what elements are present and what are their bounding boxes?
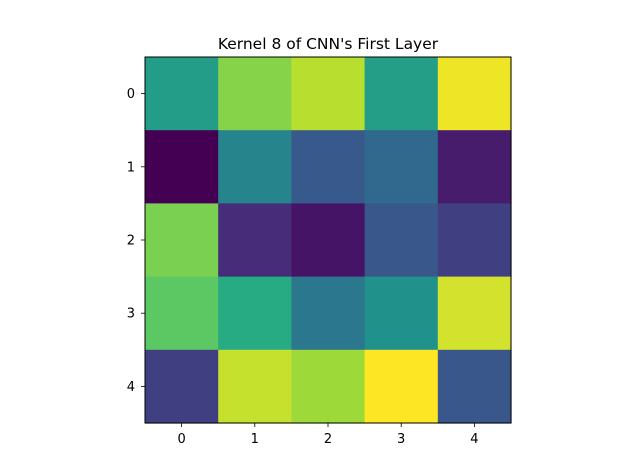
heatmap-cell-r2-c4 <box>437 203 512 278</box>
x-tick-label-2: 2 <box>324 432 332 447</box>
x-tick-label-0: 0 <box>177 432 185 447</box>
y-tick-label-4: 4 <box>127 380 135 395</box>
heatmap-cell-r0-c0 <box>145 57 219 131</box>
heatmap-cell-r3-c0 <box>145 276 219 351</box>
x-axis: 0 1 2 3 4 <box>177 423 479 447</box>
heatmap-cell-r1-c4 <box>437 130 512 204</box>
heatmap-cell-r3-c3 <box>364 276 439 351</box>
heatmap-cell-r1-c2 <box>291 130 366 204</box>
heatmap-cell-r0-c1 <box>218 57 292 131</box>
x-tick-label-3: 3 <box>397 432 405 447</box>
heatmap-cell-r2-c2 <box>291 203 366 278</box>
y-axis: 0 1 2 3 4 <box>127 87 145 395</box>
heatmap-cell-r4-c0 <box>145 349 219 424</box>
heatmap-cell-r4-c3 <box>364 349 439 424</box>
heatmap-cell-r0-c4 <box>437 57 512 131</box>
heatmap-cell-r2-c3 <box>364 203 439 278</box>
heatmap-cell-r2-c0 <box>145 203 219 278</box>
heatmap-cell-r3-c2 <box>291 276 366 351</box>
y-tick-label-0: 0 <box>127 87 135 102</box>
x-tick-label-4: 4 <box>470 432 478 447</box>
heatmap-cell-r4-c1 <box>218 349 292 424</box>
y-tick-label-1: 1 <box>127 160 135 175</box>
x-tick-label-1: 1 <box>251 432 259 447</box>
heatmap-cell-r0-c2 <box>291 57 366 131</box>
heatmap-cell-r1-c1 <box>218 130 292 204</box>
heatmap-cell-r4-c2 <box>291 349 366 424</box>
heatmap-cell-r0-c3 <box>364 57 439 131</box>
chart-title: Kernel 8 of CNN's First Layer <box>218 35 439 53</box>
heatmap-cell-r2-c1 <box>218 203 292 278</box>
y-tick-label-3: 3 <box>127 307 135 322</box>
heatmap-cell-r4-c4 <box>437 349 512 424</box>
heatmap-cell-r3-c4 <box>437 276 512 351</box>
heatmap-cell-r1-c3 <box>364 130 439 204</box>
y-tick-label-2: 2 <box>127 234 135 249</box>
heatmap-cells <box>145 57 512 424</box>
heatmap-cell-r3-c1 <box>218 276 292 351</box>
heatmap-cell-r1-c0 <box>145 130 219 204</box>
